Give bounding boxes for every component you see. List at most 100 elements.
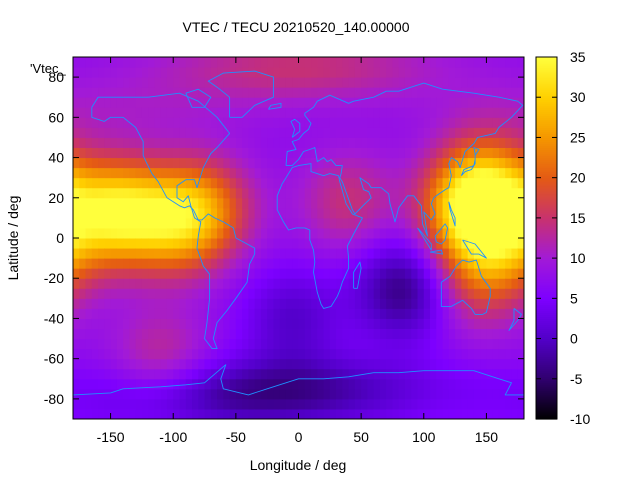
heatmap-cell	[367, 308, 375, 319]
heatmap-cell	[436, 127, 444, 138]
heatmap-cell	[517, 87, 525, 98]
heatmap-cell	[304, 147, 312, 159]
heatmap-cell	[141, 358, 149, 370]
heatmap-cell	[417, 217, 425, 229]
heatmap-cell	[304, 107, 312, 118]
heatmap-cell	[217, 127, 224, 138]
heatmap-cell	[311, 368, 318, 380]
heatmap-cell	[229, 288, 237, 299]
heatmap-cell	[342, 87, 350, 98]
heatmap-cell	[160, 238, 168, 249]
heatmap-cell	[480, 388, 487, 400]
heatmap-cell	[354, 207, 362, 219]
heatmap-cell	[379, 408, 387, 420]
heatmap-cell	[373, 378, 381, 390]
heatmap-cell	[166, 398, 174, 410]
heatmap-cell	[98, 67, 105, 78]
heatmap-cell	[329, 157, 337, 169]
heatmap-cell	[298, 238, 306, 249]
heatmap-cell	[292, 358, 299, 370]
heatmap-cell	[123, 378, 130, 390]
heatmap-cell	[361, 167, 368, 179]
heatmap-cell	[304, 308, 312, 319]
heatmap-cell	[141, 318, 149, 329]
heatmap-cell	[242, 147, 249, 159]
heatmap-cell	[141, 378, 149, 390]
heatmap-cell	[336, 398, 343, 410]
colorbar-strip	[536, 233, 557, 237]
heatmap-cell	[273, 167, 281, 179]
heatmap-cell	[123, 248, 130, 259]
heatmap-cell	[254, 87, 262, 98]
heatmap-cell	[442, 157, 450, 169]
heatmap-cell	[185, 67, 193, 78]
heatmap-cell	[166, 328, 174, 340]
colorbar-strip	[536, 143, 557, 147]
colorbar-strip	[536, 352, 557, 356]
heatmap-cell	[292, 268, 299, 279]
heatmap-cell	[436, 197, 444, 209]
heatmap-cell	[473, 177, 481, 189]
heatmap-cell	[411, 408, 419, 420]
heatmap-cell	[492, 207, 500, 219]
heatmap-cell	[210, 217, 218, 229]
heatmap-cell	[154, 227, 162, 239]
heatmap-cell	[235, 187, 243, 199]
heatmap-cell	[116, 197, 124, 209]
heatmap-cell	[442, 298, 450, 309]
heatmap-cell	[498, 308, 506, 319]
heatmap-cell	[498, 258, 506, 269]
heatmap-cell	[411, 127, 419, 138]
heatmap-cell	[141, 278, 149, 289]
heatmap-cell	[511, 238, 519, 249]
heatmap-cell	[204, 328, 212, 340]
heatmap-cell	[498, 408, 506, 420]
heatmap-cell	[223, 187, 231, 199]
heatmap-cell	[229, 117, 237, 128]
heatmap-cell	[336, 107, 343, 118]
heatmap-cell	[480, 107, 487, 118]
heatmap-cell	[473, 238, 481, 249]
heatmap-cell	[436, 97, 444, 108]
heatmap-cell	[98, 127, 105, 138]
heatmap-cell	[116, 117, 124, 128]
heatmap-cell	[79, 358, 87, 370]
heatmap-cell	[79, 398, 87, 410]
heatmap-cell	[492, 177, 500, 189]
heatmap-cell	[123, 127, 130, 138]
heatmap-cell	[298, 147, 306, 159]
heatmap-cell	[404, 137, 412, 148]
heatmap-cell	[461, 328, 469, 340]
heatmap-cell	[317, 328, 325, 340]
heatmap-cell	[480, 217, 487, 229]
heatmap-cell	[292, 187, 299, 199]
heatmap-cell	[210, 207, 218, 219]
heatmap-cell	[342, 348, 350, 360]
heatmap-cell	[392, 87, 400, 98]
heatmap-cell	[498, 187, 506, 199]
heatmap-cell	[317, 97, 325, 108]
heatmap-cell	[173, 388, 180, 400]
heatmap-cell	[480, 137, 487, 148]
heatmap-cell	[336, 67, 343, 78]
heatmap-cell	[285, 348, 293, 360]
heatmap-cell	[91, 398, 99, 410]
heatmap-cell	[160, 408, 168, 420]
heatmap-cell	[492, 117, 500, 128]
heatmap-cell	[229, 298, 237, 309]
heatmap-cell	[455, 388, 462, 400]
colorbar-strip	[536, 416, 557, 420]
heatmap-cell	[91, 268, 99, 279]
heatmap-cell	[135, 398, 143, 410]
colorbar-strip	[536, 398, 557, 402]
heatmap-cell	[467, 268, 475, 279]
heatmap-cell	[304, 258, 312, 269]
heatmap-cell	[304, 368, 312, 380]
heatmap-cell	[104, 57, 112, 68]
heatmap-cell	[404, 378, 412, 390]
heatmap-cell	[217, 77, 224, 88]
heatmap-cell	[217, 308, 224, 319]
heatmap-cell	[260, 127, 268, 138]
heatmap-cell	[173, 77, 180, 88]
heatmap-cell	[467, 348, 475, 360]
